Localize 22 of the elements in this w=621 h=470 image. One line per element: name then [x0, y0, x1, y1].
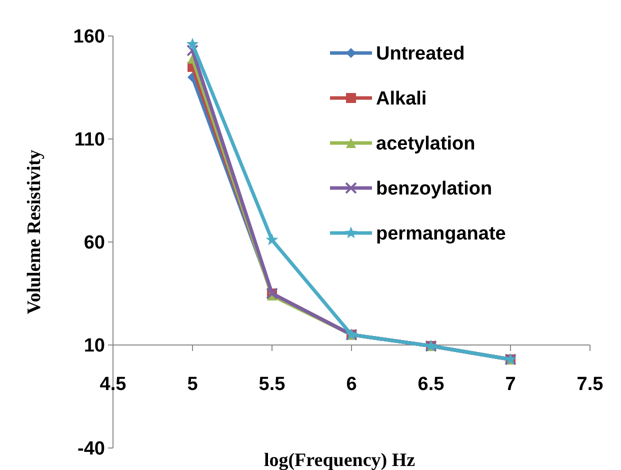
point [186, 38, 199, 50]
point [266, 233, 278, 246]
y-axis-title: Voluleme Resistivity [24, 149, 45, 314]
x-axis-title: log(Frequency) Hz [264, 450, 416, 470]
x-tick-label: 5 [187, 374, 198, 395]
x-tick-label: 7.5 [576, 374, 604, 395]
x-tick-label: 6 [346, 374, 357, 395]
point [186, 44, 198, 56]
legend-label: benzoylation [376, 178, 492, 200]
legend-label: Alkali [376, 88, 427, 110]
x-tick-label: 6.5 [418, 374, 445, 395]
legend-label: Untreated [376, 44, 465, 65]
legend-label: acetylation [376, 134, 476, 155]
y-tick-label: 110 [74, 130, 105, 151]
y-tick-label: 10 [84, 336, 105, 357]
legend-label: permanganate [376, 224, 506, 245]
y-tick-label: -40 [78, 438, 105, 460]
y-tick-label: 160 [73, 26, 105, 48]
x-tick-label: 5.5 [258, 374, 286, 395]
x-tick-label: 4.5 [100, 374, 127, 395]
x-tick-label: 7 [505, 374, 516, 395]
y-tick-label: 60 [84, 232, 105, 254]
